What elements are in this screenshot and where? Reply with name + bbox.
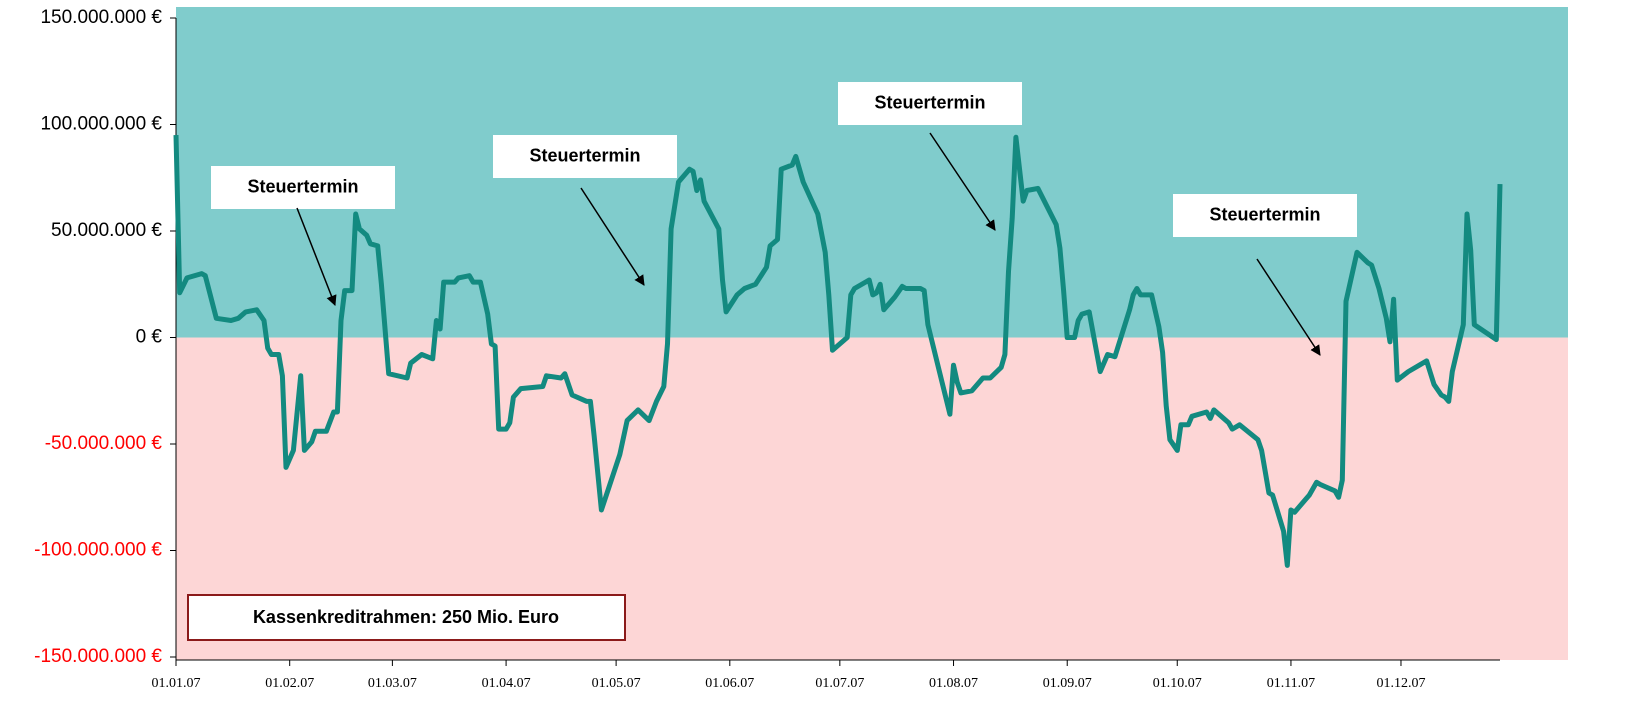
y-tick-label: -100.000.000 € (34, 540, 162, 561)
annotation-arrow (580, 187, 645, 286)
y-tick-label: -150.000.000 € (34, 646, 162, 667)
x-tick-label: 01.10.07 (1153, 676, 1202, 691)
credit-box (187, 594, 626, 641)
credit-label: Kassenkreditrahmen: 250 Mio. Euro (253, 607, 559, 627)
annotation-box (838, 82, 1022, 125)
y-tick-label: -50.000.000 € (45, 433, 163, 454)
x-tick-label: 01.11.07 (1267, 676, 1315, 691)
data-line (173, 134, 1503, 568)
y-tick-label: 50.000.000 € (51, 220, 162, 241)
y-tick-label: 100.000.000 € (40, 114, 162, 135)
annotation-arrow (296, 207, 337, 306)
x-tick-label: 01.04.07 (482, 676, 531, 691)
x-tick-label: 01.05.07 (592, 676, 641, 691)
x-tick-label: 01.06.07 (705, 676, 754, 691)
x-tick-label: 01.12.07 (1376, 676, 1425, 691)
y-tick-label: 150.000.000 € (40, 7, 162, 28)
annotation-arrow (929, 132, 996, 231)
annotation: Steuertermin (247, 176, 358, 196)
x-tick-label: 01.09.07 (1043, 676, 1092, 691)
annotation: Steuertermin (529, 145, 640, 165)
x-tick-label: 01.07.07 (815, 676, 864, 691)
annotation-box (1173, 194, 1357, 237)
annotation-box (211, 166, 395, 209)
annotation-arrow (1256, 258, 1321, 356)
annotation: Steuertermin (874, 92, 985, 112)
x-tick-label: 01.03.07 (368, 676, 417, 691)
x-tick-label: 01.01.07 (152, 676, 201, 691)
annotation: Steuertermin (1209, 204, 1320, 224)
y-tick-label: 0 € (136, 327, 163, 348)
annotation-box (493, 135, 677, 178)
x-tick-label: 01.02.07 (265, 676, 314, 691)
x-tick-label: 01.08.07 (929, 676, 978, 691)
